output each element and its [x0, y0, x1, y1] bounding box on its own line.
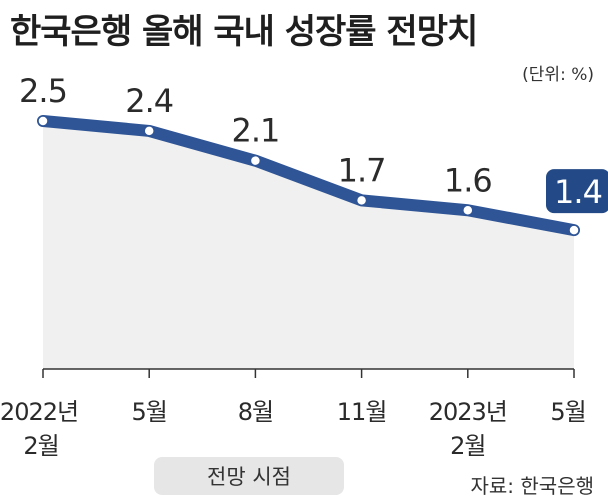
x-axis-label: 전망 시점: [154, 457, 344, 495]
data-label: 2.4: [125, 82, 173, 120]
data-point: [568, 224, 580, 236]
data-label: 1.4: [554, 173, 602, 211]
data-label: 1.6: [444, 161, 492, 199]
unit-label: (단위: %): [522, 65, 594, 85]
data-point: [37, 115, 49, 127]
series-line: [37, 115, 580, 237]
highlight-badge: [546, 169, 608, 214]
data-point: [355, 194, 368, 207]
x-tick-label: 11월: [337, 398, 387, 426]
data-point: [143, 125, 155, 137]
source-note: 자료: 한국은행: [470, 474, 595, 498]
area-fill: [43, 121, 574, 369]
x-tick-label: 5월: [550, 398, 585, 426]
data-point: [462, 204, 474, 217]
x-tick-label: 2022년: [0, 398, 78, 426]
chart-title: 한국은행 올해 국내 성장률 전망치: [10, 12, 478, 52]
x-tick-label: 2월: [23, 432, 58, 460]
x-tick-label: 8월: [238, 398, 273, 426]
x-tick-label: 5월: [132, 398, 167, 426]
x-tick-label: 2023년: [429, 398, 507, 426]
data-point: [249, 154, 262, 167]
data-label: 2.1: [231, 112, 279, 150]
x-tick-label: 2월: [450, 432, 485, 460]
data-label: 1.7: [338, 151, 386, 189]
data-label: 2.5: [19, 72, 67, 110]
